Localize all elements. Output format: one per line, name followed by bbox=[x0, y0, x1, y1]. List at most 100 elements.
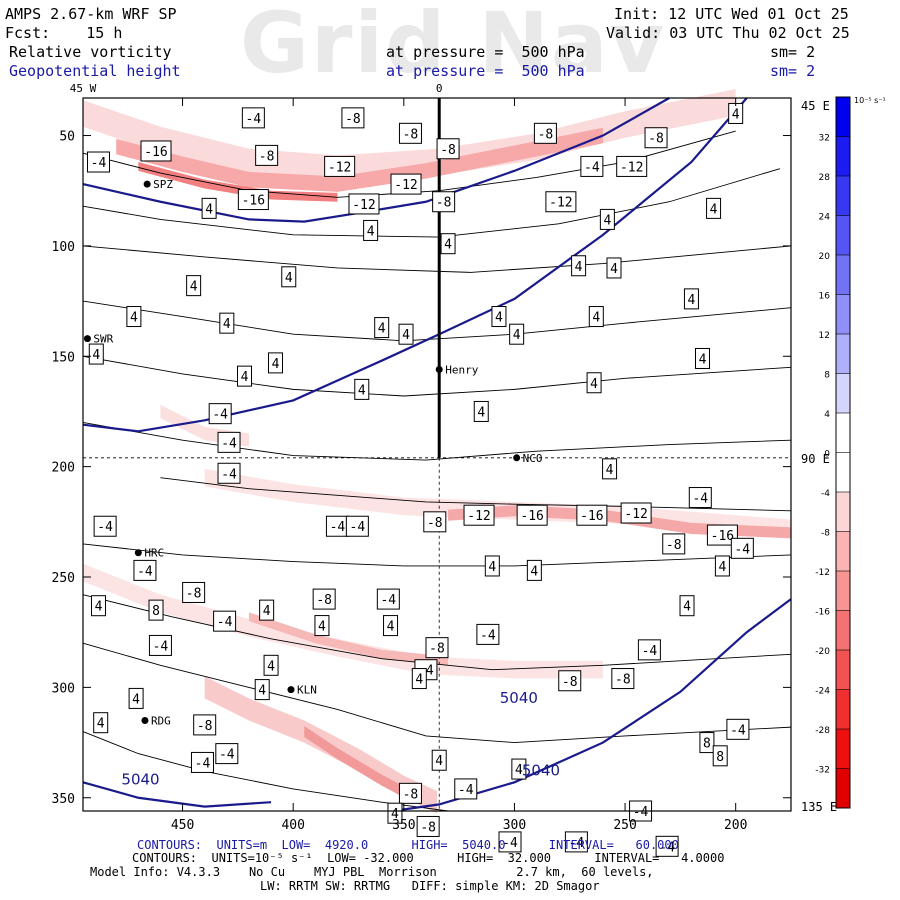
height-contour-info: CONTOURS: UNITS=m LOW= 4920.0 HIGH= 5040… bbox=[137, 838, 679, 852]
vorticity-label-97: -4 bbox=[502, 836, 518, 851]
vorticity-label-box-39 bbox=[695, 347, 710, 369]
colorbar-label-14: -20 bbox=[815, 647, 830, 657]
vorticity-label-13: -12 bbox=[620, 160, 643, 175]
vorticity-label-box-45 bbox=[602, 458, 618, 480]
vorticity-label-59: -4 bbox=[137, 564, 153, 579]
vorticity-label-52: -4 bbox=[97, 520, 113, 535]
vorticity-label-83: 4 bbox=[258, 684, 266, 699]
vorticity-label-84: -8 bbox=[197, 719, 213, 734]
colorbar-label-8: 4 bbox=[824, 410, 830, 420]
vorticity-label-28: 4 bbox=[688, 293, 696, 308]
vorticity-label-85: 4 bbox=[97, 717, 105, 732]
pressure-level-2: at pressure = 500 hPa bbox=[386, 62, 585, 80]
y-tick-label-1: 50 bbox=[59, 130, 75, 145]
vorticity-label-68: 4 bbox=[263, 604, 271, 619]
vorticity-label-box-11 bbox=[324, 155, 356, 177]
colorbar-segment-5 bbox=[836, 255, 850, 295]
colorbar-label-10: -4 bbox=[821, 489, 830, 499]
station-label-hrc: HRC bbox=[144, 547, 164, 560]
vorticity-label-box-16 bbox=[348, 193, 380, 215]
station-label-rdg: RDG bbox=[151, 714, 171, 727]
vorticity-label-box-8 bbox=[255, 144, 279, 166]
colorbar-label-3: 24 bbox=[819, 213, 831, 223]
vorticity-label-box-44 bbox=[217, 431, 241, 453]
vorticity-label-box-30 bbox=[491, 306, 507, 328]
vorticity-label-36: 4 bbox=[92, 348, 100, 363]
vorticity-label-box-80 bbox=[558, 670, 582, 692]
vorticity-label-box-2 bbox=[341, 107, 365, 129]
vorticity-label-86: -4 bbox=[730, 723, 746, 738]
colorbar-label-15: -24 bbox=[815, 687, 830, 697]
vorticity-label-23: 4 bbox=[444, 238, 452, 253]
vorticity-label-box-37 bbox=[267, 352, 283, 374]
vorticity-label-box-27 bbox=[186, 275, 202, 297]
vorticity-label-box-40 bbox=[354, 378, 370, 400]
vorticity-contour-8 bbox=[82, 543, 792, 567]
vorticity-label-89: 8 bbox=[716, 750, 724, 765]
vorticity-label-box-76 bbox=[637, 639, 661, 661]
x-tick-label-2: 400 bbox=[281, 818, 304, 833]
vorticity-label-box-47 bbox=[688, 487, 712, 509]
vorticity-label-box-73 bbox=[679, 595, 695, 617]
colorbar-label-2: 28 bbox=[819, 173, 831, 183]
y-tick-label-4: 200 bbox=[52, 461, 75, 476]
vorticity-label-5: -8 bbox=[538, 127, 554, 142]
vorticity-label-14: -12 bbox=[394, 178, 417, 193]
vorticity-label-box-36 bbox=[88, 343, 104, 365]
vorticity-contour-3 bbox=[82, 245, 792, 273]
vorticity-label-8: -8 bbox=[259, 149, 275, 164]
vorticity-label-box-32 bbox=[219, 312, 235, 334]
plot-background bbox=[83, 98, 791, 811]
field1-title: Relative vorticity bbox=[9, 43, 172, 61]
vorticity-label-87: -4 bbox=[219, 748, 235, 763]
vorticity-label-76: -4 bbox=[642, 644, 658, 659]
vorticity-label-box-68 bbox=[259, 599, 275, 621]
vorticity-label-box-6 bbox=[644, 127, 668, 149]
vorticity-label-box-67 bbox=[148, 599, 164, 621]
vorticity-contour-info: CONTOURS: UNITS=10⁻⁵ s⁻¹ LOW= -32.000 HI… bbox=[132, 851, 725, 865]
vorticity-label-box-58 bbox=[730, 537, 754, 559]
vorticity-label-45: 4 bbox=[606, 463, 614, 478]
vorticity-label-box-46 bbox=[217, 462, 241, 484]
plot-frame bbox=[82, 97, 792, 812]
vorticity-label-box-34 bbox=[398, 323, 414, 345]
physics-info: LW: RRTM SW: RRTMG DIFF: simple KM: 2D S… bbox=[260, 879, 600, 893]
vorticity-label-box-86 bbox=[726, 718, 750, 740]
vorticity-label-66: 4 bbox=[95, 600, 103, 615]
init-time: Init: 12 UTC Wed 01 Oct 25 bbox=[614, 5, 849, 23]
vorticity-label-44: -4 bbox=[221, 436, 237, 451]
colorbar-label-4: 20 bbox=[819, 252, 831, 262]
vorticity-label-box-49 bbox=[516, 504, 548, 526]
vorticity-label-79: 4 bbox=[415, 673, 423, 688]
vorticity-label-box-28 bbox=[683, 288, 699, 310]
colorbar-label-16: -28 bbox=[815, 726, 830, 736]
height-label-1: 5040 bbox=[500, 689, 538, 707]
colorbar-segment-2 bbox=[836, 136, 850, 177]
colorbar-segment-17 bbox=[836, 729, 850, 769]
vorticity-label-box-23 bbox=[440, 233, 456, 255]
x-tick-label-4: 300 bbox=[503, 818, 526, 833]
vorticity-label-box-78 bbox=[263, 654, 279, 676]
colorbar-label-6: 12 bbox=[819, 331, 830, 341]
vorticity-contour-1 bbox=[82, 130, 736, 198]
vorticity-label-39: 4 bbox=[699, 352, 707, 367]
vorticity-label-box-14 bbox=[390, 173, 422, 195]
vorticity-label-box-9 bbox=[436, 138, 460, 160]
vorticity-label-62: 4 bbox=[718, 560, 726, 575]
y-tick-label-2: 100 bbox=[52, 240, 75, 255]
vorticity-label-box-19 bbox=[201, 197, 217, 219]
vorticity-label-box-74 bbox=[148, 634, 172, 656]
vorticity-label-56: -16 bbox=[711, 529, 734, 544]
station-marker-swr bbox=[83, 335, 91, 343]
vorticity-label-box-4 bbox=[398, 122, 422, 144]
vorticity-label-26: 4 bbox=[285, 271, 293, 286]
vorticity-label-50: -16 bbox=[580, 509, 603, 524]
vorticity-label-35: 4 bbox=[513, 328, 521, 343]
colorbar-segment-9 bbox=[836, 413, 850, 453]
longitude-label-right-bottom: 135 E bbox=[801, 800, 837, 814]
vorticity-label-box-95 bbox=[387, 802, 403, 824]
vorticity-label-82: 4 bbox=[132, 692, 140, 707]
vorticity-label-40: 4 bbox=[358, 383, 366, 398]
height-contour-4 bbox=[392, 598, 792, 813]
vorticity-label-box-42 bbox=[208, 403, 232, 425]
